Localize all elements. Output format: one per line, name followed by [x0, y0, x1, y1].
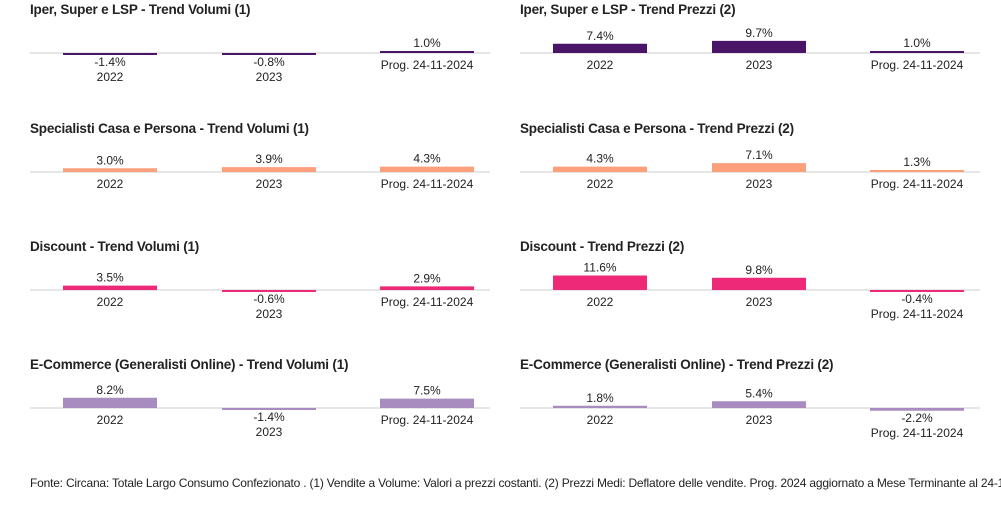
- data-label: -2.2%: [901, 411, 933, 425]
- data-label: -1.4%: [253, 410, 285, 424]
- category-label: Prog. 24-11-2024: [381, 413, 474, 427]
- chart-title: E-Commerce (Generalisti Online) - Trend …: [30, 357, 349, 372]
- bar: [222, 408, 316, 410]
- data-label: 3.9%: [255, 152, 283, 166]
- bar: [870, 170, 964, 172]
- category-label: 2022: [97, 70, 124, 84]
- chart-panel-6: Discount - Trend Prezzi (2) 11.6% 2022 9.8%…: [520, 239, 990, 357]
- chart-title: Specialisti Casa e Persona - Trend Volum…: [30, 121, 309, 136]
- bar: [712, 40, 806, 53]
- category-label: Prog. 24-11-2024: [871, 58, 964, 72]
- bar: [712, 401, 806, 408]
- category-label: 2023: [746, 58, 773, 72]
- category-label: 2022: [587, 295, 614, 309]
- bar: [380, 51, 474, 53]
- category-label: 2022: [97, 295, 124, 309]
- bar: [870, 408, 964, 411]
- bar: [870, 51, 964, 53]
- chart-panel-7: E-Commerce (Generalisti Online) - Trend …: [30, 357, 500, 475]
- data-label: 7.5%: [413, 384, 441, 398]
- data-label: 3.5%: [96, 271, 124, 285]
- chart-panel-1: Iper, Super e LSP - Trend Volumi (1) -1.4…: [30, 2, 500, 120]
- bar: [553, 43, 647, 53]
- chart-title: E-Commerce (Generalisti Online) - Trend …: [520, 357, 834, 372]
- footnote: Fonte: Circana: Totale Largo Consumo Con…: [30, 476, 1001, 490]
- chart-plot: 7.4% 2022 9.7% 2023 1.0% Prog. 24-11-2024: [520, 26, 980, 72]
- data-label: -1.4%: [94, 55, 126, 69]
- chart-panel-3: Specialisti Casa e Persona - Trend Volum…: [30, 121, 500, 239]
- data-label: 7.4%: [586, 29, 614, 43]
- bar: [870, 290, 964, 292]
- chart-title: Iper, Super e LSP - Trend Volumi (1): [30, 2, 251, 17]
- chart-plot: 4.3% 2022 7.1% 2023 1.3% Prog. 24-11-2024: [520, 148, 980, 191]
- bar: [63, 168, 157, 172]
- bar: [712, 277, 806, 290]
- chart-plot: 11.6% 2022 9.8% 2023 -0.4%Prog. 24-11-2024: [520, 261, 980, 321]
- bar: [553, 405, 647, 408]
- data-label: 3.0%: [96, 153, 124, 167]
- chart-plot: 3.5% 2022 -0.6%2023 2.9% Prog. 24-11-2024: [30, 271, 490, 321]
- category-label: Prog. 24-11-2024: [381, 295, 474, 309]
- chart-plot: 3.0% 2022 3.9% 2023 4.3% Prog. 24-11-2024: [30, 152, 490, 191]
- chart-panel-4: Specialisti Casa e Persona - Trend Prezz…: [520, 121, 990, 239]
- bar: [380, 166, 474, 172]
- category-label: 2023: [256, 307, 283, 321]
- data-label: 7.1%: [745, 148, 773, 162]
- bar: [63, 397, 157, 408]
- data-label: 8.2%: [96, 383, 124, 397]
- bar: [222, 53, 316, 55]
- chart-title: Iper, Super e LSP - Trend Prezzi (2): [520, 2, 736, 17]
- chart-panel-5: Discount - Trend Volumi (1) 3.5% 2022 -0.6%…: [30, 239, 500, 357]
- bar: [63, 285, 157, 290]
- data-label: 9.8%: [745, 263, 773, 277]
- category-label: 2022: [97, 413, 124, 427]
- data-label: -0.8%: [253, 55, 285, 69]
- category-label: 2022: [587, 177, 614, 191]
- chart-panel-8: E-Commerce (Generalisti Online) - Trend …: [520, 357, 990, 475]
- category-label: 2023: [746, 413, 773, 427]
- category-label: 2023: [746, 295, 773, 309]
- data-label: 2.9%: [413, 271, 441, 285]
- bar: [222, 290, 316, 292]
- bar: [712, 163, 806, 172]
- chart-plot: -1.4%2022 -0.8%2023 1.0% Prog. 24-11-2024: [30, 36, 490, 84]
- bar: [380, 398, 474, 408]
- data-label: 1.3%: [903, 155, 931, 169]
- category-label: 2023: [746, 177, 773, 191]
- data-label: -0.4%: [901, 292, 933, 306]
- bar: [553, 275, 647, 290]
- category-label: Prog. 24-11-2024: [381, 58, 474, 72]
- category-label: 2022: [587, 413, 614, 427]
- data-label: 1.0%: [903, 36, 931, 50]
- category-label: 2022: [97, 177, 124, 191]
- category-label: Prog. 24-11-2024: [871, 307, 964, 321]
- chart-panel-2: Iper, Super e LSP - Trend Prezzi (2) 7.4%…: [520, 2, 990, 120]
- bar: [553, 166, 647, 172]
- chart-plot: 8.2% 2022 -1.4%2023 7.5% Prog. 24-11-2024: [30, 383, 490, 439]
- category-label: Prog. 24-11-2024: [871, 177, 964, 191]
- category-label: 2023: [256, 70, 283, 84]
- data-label: 5.4%: [745, 386, 773, 400]
- chart-title: Discount - Trend Volumi (1): [30, 239, 200, 254]
- data-label: 4.3%: [586, 152, 614, 166]
- category-label: Prog. 24-11-2024: [381, 177, 474, 191]
- chart-plot: 1.8% 2022 5.4% 2023 -2.2%Prog. 24-11-2024: [520, 386, 980, 440]
- category-label: 2023: [256, 177, 283, 191]
- bar: [63, 53, 157, 55]
- bar: [380, 286, 474, 290]
- data-label: 4.3%: [413, 152, 441, 166]
- category-label: Prog. 24-11-2024: [871, 426, 964, 440]
- category-label: 2022: [587, 58, 614, 72]
- data-label: -0.6%: [253, 292, 285, 306]
- bar: [222, 167, 316, 172]
- data-label: 1.0%: [413, 36, 441, 50]
- data-label: 11.6%: [583, 261, 616, 275]
- data-label: 1.8%: [586, 391, 614, 405]
- category-label: 2023: [256, 425, 283, 439]
- chart-title: Specialisti Casa e Persona - Trend Prezz…: [520, 121, 794, 136]
- data-label: 9.7%: [745, 26, 773, 40]
- chart-title: Discount - Trend Prezzi (2): [520, 239, 685, 254]
